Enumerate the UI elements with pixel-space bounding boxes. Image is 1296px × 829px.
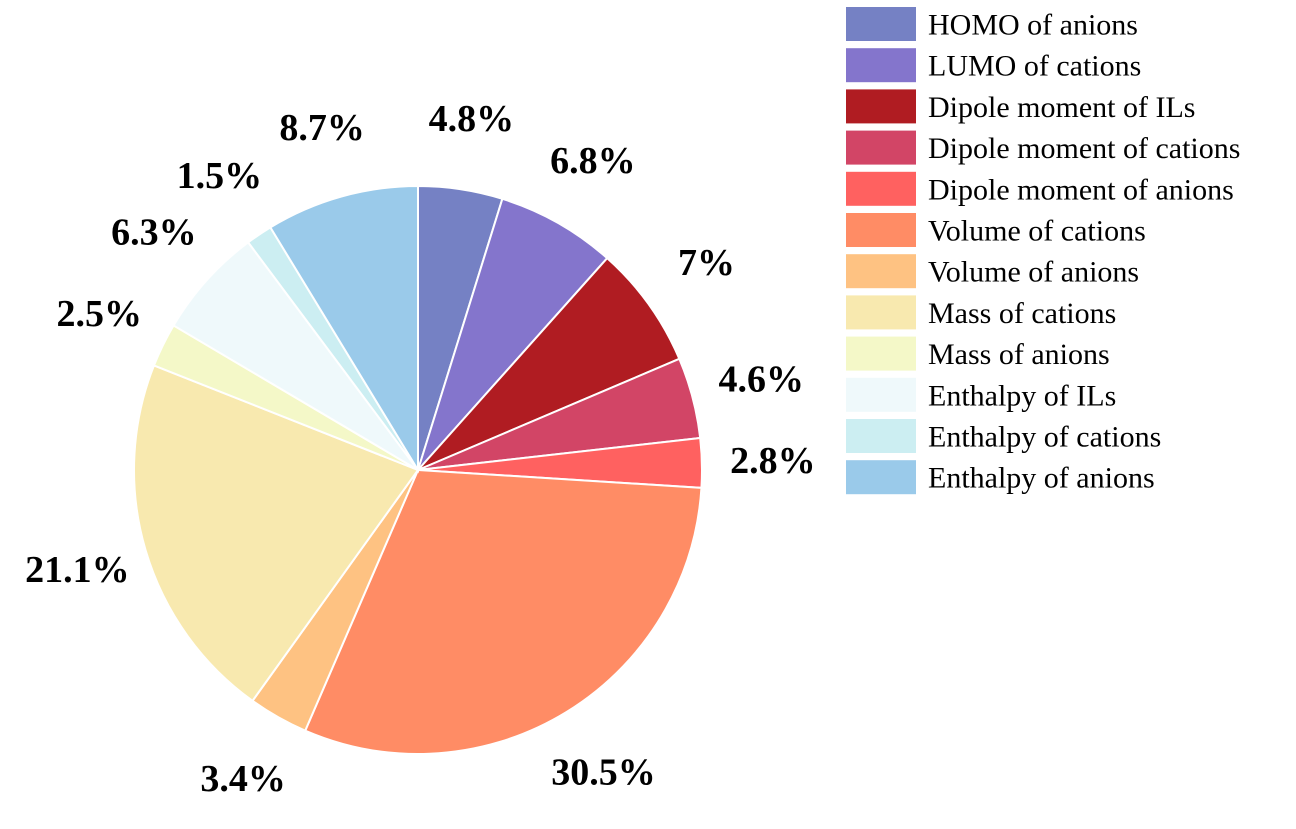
legend-item-enthalpy-of-anions: Enthalpy of anions bbox=[846, 460, 1155, 495]
legend-item-mass-of-anions: Mass of anions bbox=[846, 336, 1110, 371]
pie-value-label-dipole-moment-of-cations: 4.6% bbox=[719, 359, 805, 401]
legend-label: HOMO of anions bbox=[928, 9, 1138, 42]
legend-item-enthalpy-of-ils: Enthalpy of ILs bbox=[846, 377, 1116, 412]
legend-swatch bbox=[846, 377, 916, 412]
pie-value-label-enthalpy-of-anions: 8.7% bbox=[279, 107, 365, 149]
legend-item-volume-of-anions: Volume of anions bbox=[846, 254, 1139, 289]
legend-label: Volume of anions bbox=[928, 256, 1139, 289]
legend-swatch bbox=[846, 130, 916, 165]
legend-swatch bbox=[846, 295, 916, 330]
legend-swatch bbox=[846, 89, 916, 124]
pie-value-label-dipole-moment-of-anions: 2.8% bbox=[730, 440, 816, 482]
legend-label: Volume of cations bbox=[928, 215, 1146, 248]
legend-swatch bbox=[846, 419, 916, 453]
legend-item-mass-of-cations: Mass of cations bbox=[846, 295, 1116, 330]
legend-label: Dipole moment of cations bbox=[928, 132, 1240, 165]
pie-value-label-homo-of-anions: 4.8% bbox=[429, 98, 515, 140]
legend-item-homo-of-anions: HOMO of anions bbox=[846, 7, 1138, 42]
legend-item-dipole-moment-of-ils: Dipole moment of ILs bbox=[846, 89, 1195, 124]
legend-label: Mass of anions bbox=[928, 338, 1110, 371]
legend-swatch bbox=[846, 460, 916, 495]
legend-swatch bbox=[846, 171, 916, 206]
legend-item-volume-of-cations: Volume of cations bbox=[846, 213, 1146, 248]
legend-item-lumo-of-cations: LUMO of cations bbox=[846, 48, 1141, 83]
legend-item-dipole-moment-of-cations: Dipole moment of cations bbox=[846, 130, 1240, 165]
legend-label: Enthalpy of ILs bbox=[928, 379, 1116, 412]
legend-swatch bbox=[846, 213, 916, 247]
pie-slice-dipole-moment-of-ils bbox=[417, 256, 681, 471]
pie-value-label-volume-of-anions: 3.4% bbox=[200, 758, 286, 800]
pie-slices bbox=[133, 184, 703, 755]
pie-value-label-mass-of-cations: 21.1% bbox=[25, 549, 130, 591]
legend-item-dipole-moment-of-anions: Dipole moment of anions bbox=[846, 171, 1234, 206]
legend-item-enthalpy-of-cations: Enthalpy of cations bbox=[846, 419, 1161, 454]
legend-swatch bbox=[846, 48, 916, 83]
legend: HOMO of anions LUMO of cations Dipole mome… bbox=[846, 7, 1240, 495]
pie-value-label-enthalpy-of-cations: 1.5% bbox=[177, 155, 263, 197]
legend-label: Enthalpy of anions bbox=[928, 462, 1155, 495]
pie-value-label-dipole-moment-of-ils: 7% bbox=[678, 242, 735, 284]
pie-value-label-lumo-of-cations: 6.8% bbox=[550, 140, 636, 182]
pie-slice-lumo-of-cations bbox=[417, 197, 609, 471]
legend-label: Dipole moment of anions bbox=[928, 173, 1234, 206]
pie-value-labels: 4.8% 6.8% 7% 4.6% 2.8% 30.5% 3.4% 21.1% 2.5% 6.3%… bbox=[25, 98, 815, 800]
pie-value-label-volume-of-cations: 30.5% bbox=[551, 752, 656, 794]
legend-swatch bbox=[846, 254, 916, 289]
pie-slice-volume-of-cations bbox=[303, 468, 703, 755]
pie-value-label-mass-of-anions: 2.5% bbox=[56, 293, 142, 335]
legend-label: Enthalpy of cations bbox=[928, 421, 1161, 454]
pie-slice-enthalpy-of-ils bbox=[172, 240, 419, 471]
legend-swatch bbox=[846, 7, 916, 41]
pie-slice-mass-of-cations bbox=[133, 364, 420, 703]
legend-label: Mass of cations bbox=[928, 297, 1116, 330]
legend-label: LUMO of cations bbox=[928, 50, 1141, 83]
legend-label: Dipole moment of ILs bbox=[928, 91, 1195, 124]
pie-slice-enthalpy-of-anions bbox=[268, 184, 419, 474]
pie-value-label-enthalpy-of-ils: 6.3% bbox=[111, 212, 197, 254]
legend-swatch bbox=[846, 336, 916, 371]
